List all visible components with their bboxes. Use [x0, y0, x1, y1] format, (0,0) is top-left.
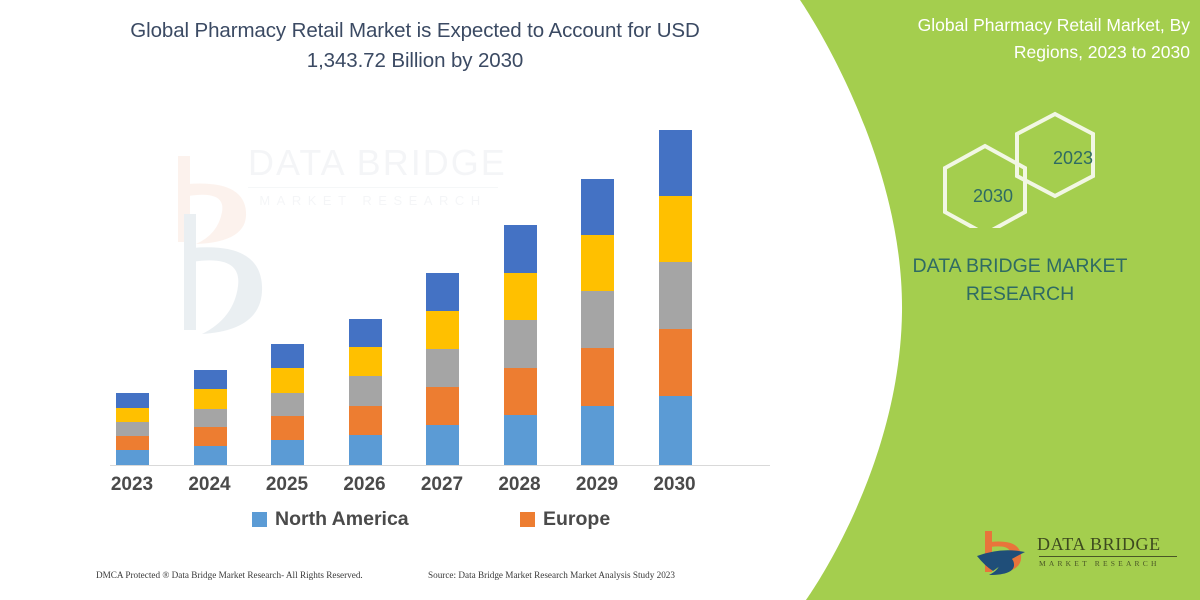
x-tick-2024: 2024: [188, 474, 231, 495]
chart-baseline: [110, 465, 770, 466]
x-tick-2023: 2023: [110, 474, 154, 495]
x-tick-2025: 2025: [265, 474, 309, 495]
bar-2025[interactable]: [271, 344, 304, 465]
bar-2028[interactable]: [503, 225, 537, 465]
footer-dmca-text: DMCA Protected ® Data Bridge Market Rese…: [96, 570, 363, 580]
logo-divider: [1039, 556, 1177, 557]
bar-segment: [658, 195, 692, 262]
chart-legend: North America Europe: [110, 508, 770, 540]
bar-segment: [116, 435, 149, 450]
bar-segment: [116, 421, 149, 436]
bar-segment: [581, 405, 614, 465]
bar-2027[interactable]: [426, 272, 459, 465]
bar-segment: [426, 272, 459, 311]
bar-2024[interactable]: [193, 369, 227, 465]
bar-segment: [116, 407, 149, 422]
bar-segment: [426, 349, 459, 388]
bar-2023[interactable]: [116, 392, 149, 465]
bar-segment: [271, 344, 304, 368]
bar-segment: [271, 367, 304, 393]
legend-swatch-icon: [520, 512, 535, 527]
page-title: Global Pharmacy Retail Market is Expecte…: [130, 19, 700, 72]
bar-segment: [193, 389, 227, 409]
bar-segment: [503, 225, 537, 273]
green-panel-content: Global Pharmacy Retail Market, By Region…: [830, 0, 1200, 600]
legend-swatch-icon: [252, 512, 267, 527]
bar-segment: [581, 348, 614, 406]
bar-segment: [193, 408, 227, 428]
bar-chart-plot: [110, 130, 750, 465]
bar-segment: [503, 272, 537, 321]
bar-segment: [116, 392, 149, 408]
bar-segment: [116, 449, 149, 465]
bar-segment: [658, 328, 692, 396]
data-bridge-mark-icon: [977, 531, 1025, 575]
hexagon-2030-label: 2030: [973, 186, 1014, 206]
bar-segment: [426, 387, 459, 426]
bar-segment: [581, 178, 614, 235]
x-tick-2028: 2028: [498, 474, 541, 495]
logo-tagline: MARKET RESEARCH: [1039, 559, 1160, 568]
x-axis: 2023 2024 2025 2026 2027 2028 2029 2030: [110, 474, 770, 504]
bar-segment: [348, 434, 382, 465]
panel-brand-text: DATA BRIDGE MARKET RESEARCH: [860, 252, 1180, 308]
hexagon-2023-shape: [1015, 111, 1095, 199]
bar-segment: [193, 445, 227, 465]
bar-segment: [426, 425, 459, 465]
bar-segment: [503, 415, 537, 465]
logo-brand-name: DATA BRIDGE: [1037, 534, 1161, 554]
bar-segment: [193, 369, 227, 390]
legend-label: Europe: [543, 508, 611, 530]
panel-brand-line2: RESEARCH: [965, 283, 1075, 305]
bar-2030[interactable]: [658, 130, 692, 465]
x-tick-2029: 2029: [575, 474, 619, 495]
panel-title: Global Pharmacy Retail Market, By Region…: [917, 15, 1190, 62]
bar-segment: [348, 405, 382, 435]
bar-2026[interactable]: [348, 319, 382, 465]
legend-item-north-america[interactable]: North America: [252, 508, 409, 531]
footer-source-text: Source: Data Bridge Market Research Mark…: [428, 570, 675, 580]
bar-segment: [271, 440, 304, 465]
x-tick-2027: 2027: [420, 474, 464, 495]
bar-segment: [581, 234, 614, 292]
bar-segment: [271, 392, 304, 417]
footer: DMCA Protected ® Data Bridge Market Rese…: [0, 566, 790, 590]
legend-item-europe[interactable]: Europe: [520, 508, 610, 531]
bar-segment: [271, 416, 304, 441]
bar-2029[interactable]: [581, 178, 614, 465]
x-tick-2030: 2030: [653, 474, 696, 495]
x-tick-2026: 2026: [343, 474, 386, 495]
hexagons-icon: [943, 111, 1095, 237]
bar-segment: [503, 320, 537, 368]
bar-segment: [658, 130, 692, 196]
bar-segment: [348, 376, 382, 406]
bar-segment: [193, 427, 227, 446]
bar-segment: [503, 367, 537, 416]
bar-segment: [348, 319, 382, 348]
bar-segment: [348, 347, 382, 377]
hexagon-group: 2023 2030: [935, 108, 1125, 237]
hexagon-2023-label: 2023: [1053, 148, 1094, 168]
legend-label: North America: [275, 508, 409, 530]
panel-brand-line1: DATA BRIDGE MARKET: [912, 255, 1128, 277]
bar-segment: [658, 395, 692, 465]
bar-segment: [658, 261, 692, 329]
bar-segment: [426, 310, 459, 350]
data-bridge-logo: DATA BRIDGE MARKET RESEARCH: [975, 528, 1185, 580]
bar-segment: [581, 291, 614, 349]
chart-panel: Global Pharmacy Retail Market is Expecte…: [0, 19, 790, 590]
